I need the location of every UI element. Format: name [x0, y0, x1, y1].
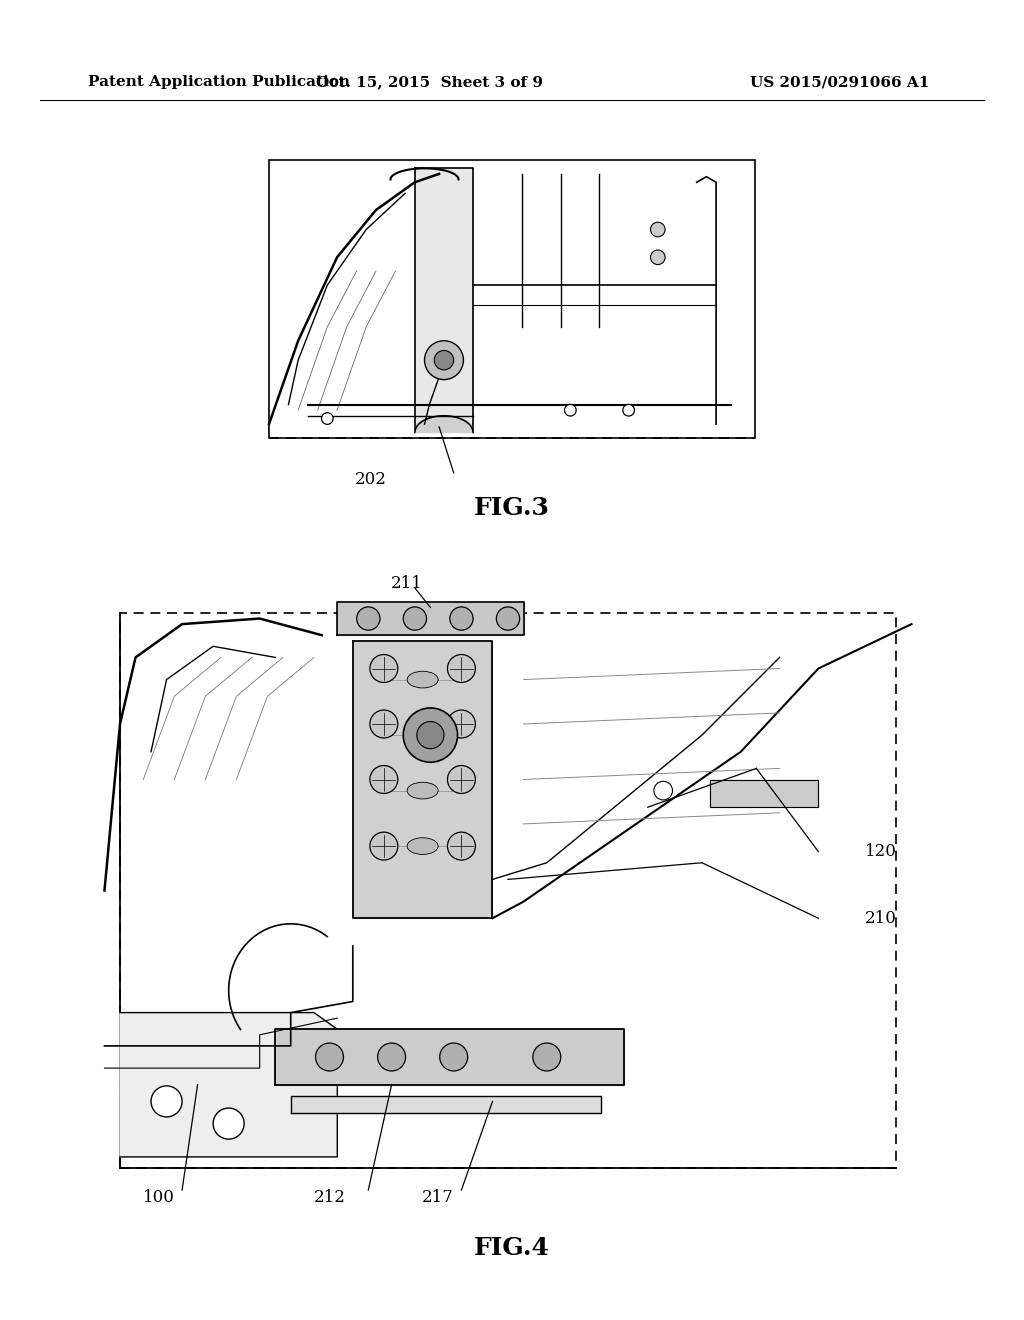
Circle shape — [370, 710, 397, 738]
Text: Oct. 15, 2015  Sheet 3 of 9: Oct. 15, 2015 Sheet 3 of 9 — [316, 75, 544, 88]
Ellipse shape — [408, 727, 438, 743]
Polygon shape — [275, 1030, 625, 1085]
Circle shape — [403, 607, 427, 630]
Text: US 2015/0291066 A1: US 2015/0291066 A1 — [751, 75, 930, 88]
Text: 202: 202 — [355, 471, 387, 488]
Circle shape — [497, 607, 519, 630]
Circle shape — [152, 1086, 182, 1117]
Circle shape — [417, 722, 444, 748]
Circle shape — [213, 1107, 244, 1139]
Ellipse shape — [408, 672, 438, 688]
Circle shape — [370, 766, 397, 793]
Polygon shape — [337, 602, 523, 635]
Polygon shape — [415, 169, 473, 433]
Circle shape — [439, 1043, 468, 1071]
Ellipse shape — [408, 783, 438, 799]
Circle shape — [356, 607, 380, 630]
Circle shape — [370, 655, 397, 682]
Circle shape — [322, 413, 333, 424]
Circle shape — [447, 766, 475, 793]
Circle shape — [650, 222, 666, 236]
Text: FIG.3: FIG.3 — [474, 496, 550, 520]
Bar — [269, 160, 755, 438]
Bar — [120, 612, 896, 1168]
Polygon shape — [291, 1096, 601, 1113]
Circle shape — [370, 832, 397, 861]
Circle shape — [447, 655, 475, 682]
Circle shape — [450, 607, 473, 630]
Polygon shape — [353, 640, 493, 919]
Circle shape — [403, 708, 458, 762]
Text: 211: 211 — [391, 574, 423, 591]
Circle shape — [654, 781, 673, 800]
Circle shape — [378, 1043, 406, 1071]
Text: Patent Application Publication: Patent Application Publication — [88, 75, 350, 88]
Circle shape — [447, 710, 475, 738]
Polygon shape — [120, 1012, 337, 1156]
Text: 120: 120 — [865, 843, 897, 861]
Circle shape — [434, 350, 454, 370]
Circle shape — [532, 1043, 561, 1071]
Text: 212: 212 — [313, 1189, 345, 1206]
Ellipse shape — [408, 838, 438, 854]
Circle shape — [447, 832, 475, 861]
Circle shape — [315, 1043, 343, 1071]
Text: FIG.4: FIG.4 — [474, 1236, 550, 1261]
Text: 100: 100 — [143, 1189, 175, 1206]
Text: 210: 210 — [865, 909, 897, 927]
Text: 217: 217 — [422, 1189, 454, 1206]
Circle shape — [650, 249, 666, 264]
Circle shape — [564, 404, 577, 416]
Polygon shape — [710, 780, 818, 808]
Polygon shape — [415, 416, 473, 433]
Circle shape — [425, 341, 464, 380]
Circle shape — [623, 404, 635, 416]
